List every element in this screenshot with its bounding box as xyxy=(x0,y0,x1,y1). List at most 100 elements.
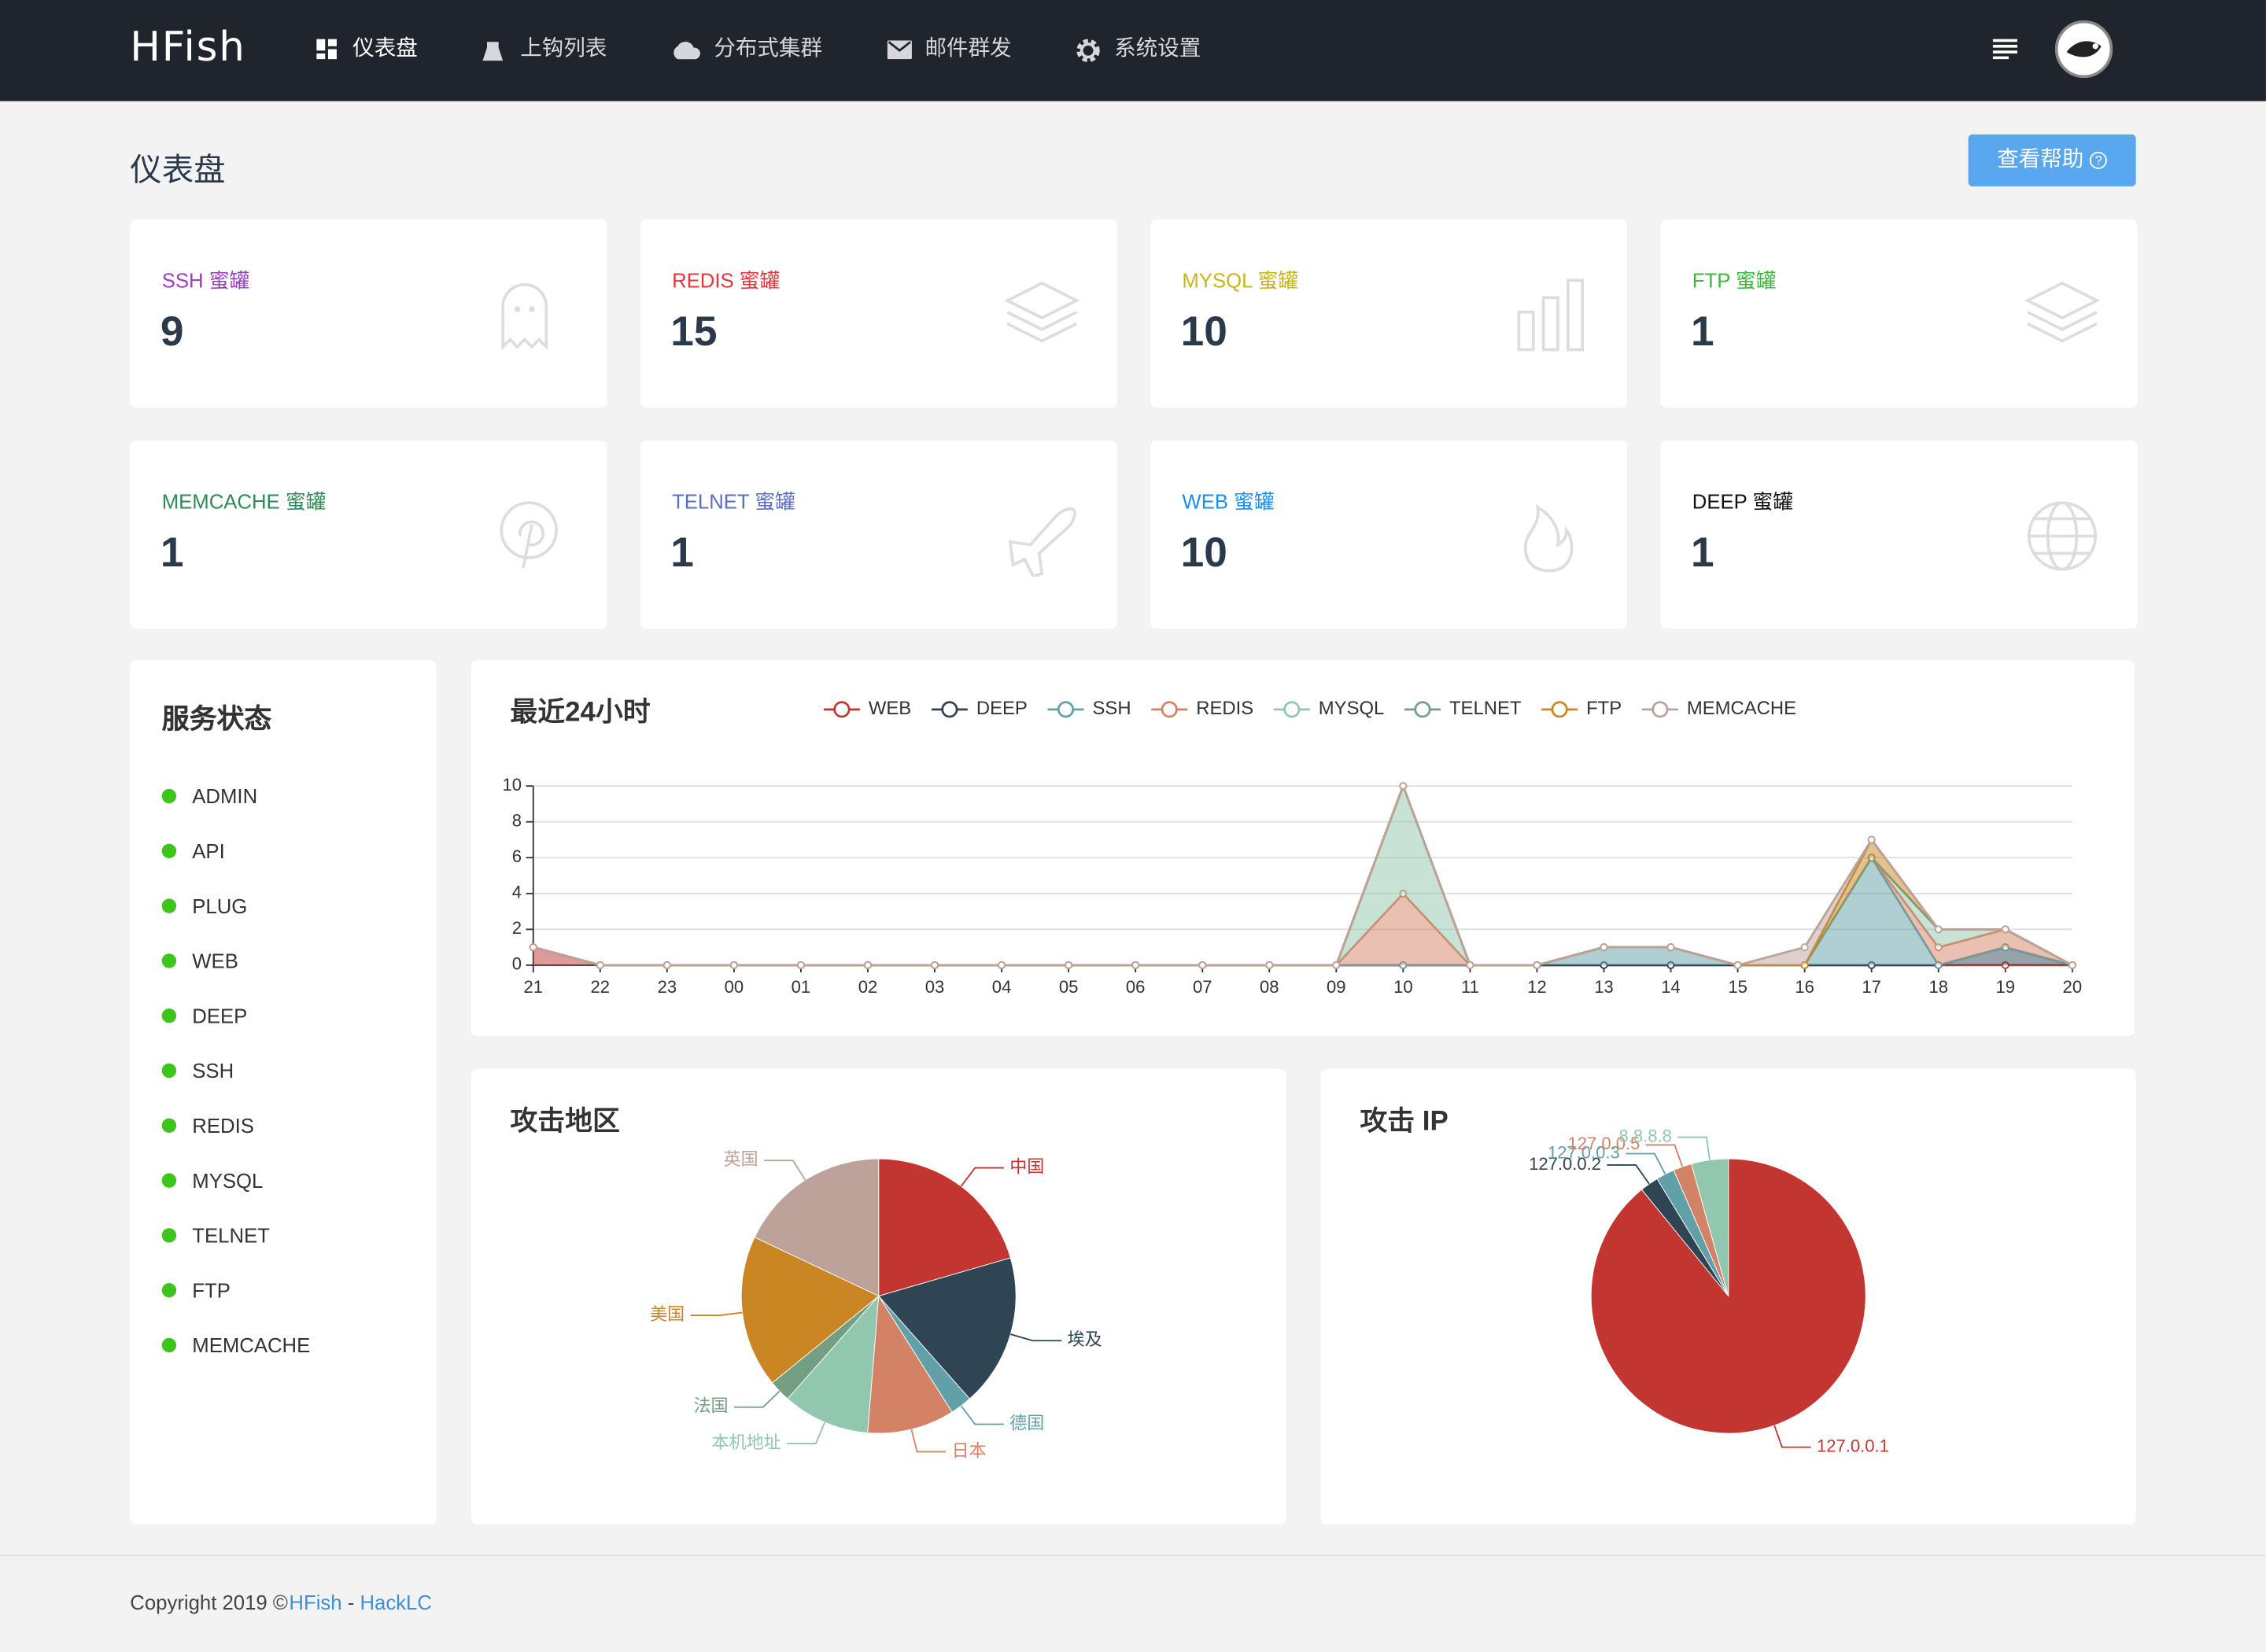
pie-slice xyxy=(878,1158,1011,1297)
y-tick-label: 4 xyxy=(512,883,522,902)
nav-icon xyxy=(316,39,337,60)
legend-item: MYSQL xyxy=(1273,698,1384,719)
help-button-label: 查看帮助 xyxy=(1997,147,2084,172)
legend-marker xyxy=(1283,701,1301,718)
card-value: 15 xyxy=(670,309,718,356)
slice-label: 127.0.0.2 xyxy=(1529,1154,1601,1174)
nav-item[interactable]: 邮件群发 xyxy=(924,35,1012,61)
legend-label: REDIS xyxy=(1196,698,1253,719)
data-point xyxy=(596,961,604,969)
line-chart: 最近24小时 WEB DEEP SSH REDIS MYSQL TELNET FTP MEMCA… xyxy=(503,697,2083,997)
legend-item: SSH xyxy=(1047,698,1131,719)
service-item: MYSQL xyxy=(162,1169,263,1192)
card-icon xyxy=(1517,278,1585,352)
slice-label: 英国 xyxy=(724,1149,758,1169)
data-point xyxy=(662,961,671,969)
page-title: 仪表盘 xyxy=(130,151,226,188)
x-tick-label: 10 xyxy=(1393,977,1413,997)
nav-icon xyxy=(887,40,912,60)
legend-item: DEEP xyxy=(931,698,1028,719)
nav-item[interactable]: 系统设置 xyxy=(1114,35,1201,61)
data-point xyxy=(2001,925,2010,934)
stat-card: DEEP 蜜罐 1 xyxy=(1660,441,2138,629)
help-button[interactable]: 查看帮助 ? xyxy=(1968,134,2136,186)
card-icon xyxy=(500,501,558,569)
card-label: REDIS 蜜罐 xyxy=(672,268,781,293)
data-point xyxy=(1533,961,1541,969)
service-item: SSH xyxy=(162,1059,234,1082)
data-point xyxy=(1198,961,1207,969)
nav-icon xyxy=(1076,39,1100,62)
pie-slice xyxy=(867,1295,953,1434)
stat-card: MYSQL 蜜罐 10 xyxy=(1150,219,1628,407)
card-icon xyxy=(1524,504,1574,573)
card-icon xyxy=(2024,281,2101,343)
service-item: ADMIN xyxy=(162,784,257,807)
card-label: MEMCACHE 蜜罐 xyxy=(161,489,327,514)
legend-marker xyxy=(1057,701,1075,718)
chart-title: 最近24小时 xyxy=(510,697,650,728)
service-item: REDIS xyxy=(162,1114,254,1137)
service-item: DEEP xyxy=(162,1005,247,1027)
card-icon xyxy=(2027,501,2098,571)
chart-title: 攻击地区 xyxy=(510,1105,620,1136)
nav-item[interactable]: 仪表盘 xyxy=(352,35,418,61)
card-label: MYSQL 蜜罐 xyxy=(1182,268,1299,293)
ip-pie-panel: 攻击 IP 127.0.0.1 127.0.0.2 127.0.0.3 127.0.0.… xyxy=(1320,1069,2136,1525)
legend-marker xyxy=(1652,701,1669,718)
legend-item: TELNET xyxy=(1404,698,1522,719)
menu-button[interactable] xyxy=(1992,39,2018,60)
service-item: FTP xyxy=(162,1278,231,1301)
nav-item[interactable]: 分布式集群 xyxy=(714,35,823,61)
area-fill xyxy=(533,857,2072,965)
nav-icon xyxy=(674,41,700,60)
stat-card: REDIS 蜜罐 15 xyxy=(640,219,1117,407)
footer-link[interactable]: HFish xyxy=(289,1591,342,1614)
data-point xyxy=(1065,961,1073,969)
card-value: 10 xyxy=(1180,530,1227,577)
separator: - xyxy=(347,1591,355,1614)
x-tick-label: 23 xyxy=(658,977,677,997)
avatar[interactable] xyxy=(2054,20,2113,79)
y-tick-label: 0 xyxy=(512,954,522,974)
legend-marker xyxy=(941,701,958,718)
x-tick-label: 05 xyxy=(1059,977,1079,997)
pie-slice xyxy=(787,1295,880,1433)
data-point xyxy=(1265,961,1274,969)
data-point xyxy=(1332,961,1341,969)
label-line xyxy=(1607,1164,1650,1185)
x-tick-label: 01 xyxy=(792,977,811,997)
x-tick-label: 20 xyxy=(2063,977,2083,997)
data-point xyxy=(931,961,939,969)
card-value: 1 xyxy=(160,530,184,577)
pie-chart: 攻击 IP 127.0.0.1 127.0.0.2127.0.0.3127.0.0.… xyxy=(1360,1105,1889,1455)
nav-item[interactable]: 上钩列表 xyxy=(520,35,607,61)
card-value: 10 xyxy=(1180,309,1227,356)
data-point xyxy=(1867,835,1876,844)
data-point xyxy=(2068,961,2076,969)
label-line xyxy=(1773,1425,1811,1448)
label-line xyxy=(764,1160,806,1181)
footer-divider xyxy=(0,1554,2266,1557)
legend-label: FTP xyxy=(1586,698,1622,719)
series-line xyxy=(533,783,2073,967)
label-line xyxy=(1010,1333,1062,1342)
slice-label: 中国 xyxy=(1009,1156,1044,1176)
legend-label: WEB xyxy=(869,698,911,719)
data-point xyxy=(1399,782,1408,791)
data-point xyxy=(729,961,738,969)
footer: Copyright 2019 © HFish - HackLC xyxy=(130,1591,432,1613)
slice-label: 8.8.8.8 xyxy=(1618,1126,1671,1145)
brand[interactable]: HFish xyxy=(130,23,246,71)
label-line xyxy=(1626,1152,1666,1175)
footer-link[interactable]: HackLC xyxy=(360,1591,432,1614)
legend-item: MEMCACHE xyxy=(1641,698,1796,719)
nav-bar: HFish 仪表盘 上钩列表 分布式集群 邮件群发 系统设置 xyxy=(0,0,2266,101)
data-point xyxy=(1733,961,1742,969)
legend-item: FTP xyxy=(1541,698,1622,719)
data-point xyxy=(864,961,872,969)
card-value: 1 xyxy=(670,530,694,577)
data-point xyxy=(1934,925,1943,934)
legend-marker xyxy=(1551,701,1568,718)
